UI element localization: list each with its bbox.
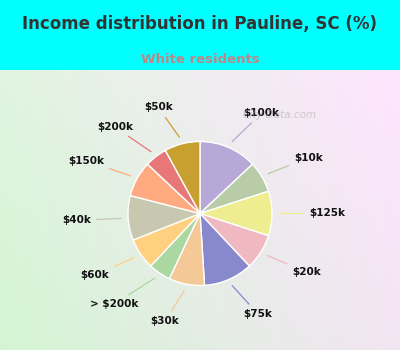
- Text: $150k: $150k: [68, 156, 130, 176]
- Wedge shape: [128, 196, 200, 240]
- Text: $60k: $60k: [81, 258, 134, 280]
- Text: $125k: $125k: [279, 209, 346, 218]
- Wedge shape: [148, 150, 200, 214]
- Text: > $200k: > $200k: [90, 278, 155, 309]
- Text: City-Data.com: City-Data.com: [243, 111, 317, 120]
- Wedge shape: [133, 214, 200, 266]
- Text: $20k: $20k: [267, 256, 321, 277]
- Text: White residents: White residents: [141, 53, 259, 66]
- Wedge shape: [200, 214, 268, 266]
- Text: $50k: $50k: [144, 103, 180, 137]
- Text: $30k: $30k: [151, 291, 184, 326]
- Text: $10k: $10k: [268, 153, 323, 174]
- Text: Income distribution in Pauline, SC (%): Income distribution in Pauline, SC (%): [22, 15, 378, 34]
- Text: $100k: $100k: [232, 108, 280, 141]
- Text: $200k: $200k: [97, 122, 151, 152]
- Wedge shape: [151, 214, 200, 279]
- Wedge shape: [200, 191, 272, 236]
- Wedge shape: [165, 141, 200, 214]
- Wedge shape: [169, 214, 204, 286]
- Wedge shape: [130, 164, 200, 214]
- Wedge shape: [200, 164, 268, 214]
- Text: $40k: $40k: [62, 215, 121, 225]
- Text: $75k: $75k: [232, 286, 272, 319]
- Wedge shape: [200, 141, 252, 214]
- Wedge shape: [200, 214, 249, 285]
